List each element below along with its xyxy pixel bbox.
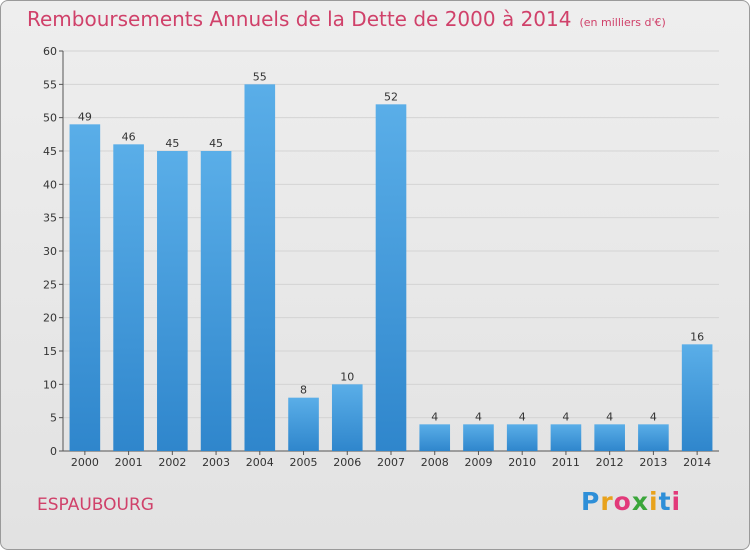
y-tick-label: 5 (50, 412, 57, 425)
bars (69, 84, 713, 452)
chart-title-text: Remboursements Annuels de la Dette de 20… (27, 7, 572, 31)
data-label-2013: 4 (650, 410, 657, 423)
x-tick-label-2013: 2013 (639, 456, 667, 469)
x-tick-label-2002: 2002 (158, 456, 186, 469)
y-tick-label: 40 (43, 178, 57, 191)
x-tick-label-2011: 2011 (552, 456, 580, 469)
x-tick-label-2000: 2000 (71, 456, 99, 469)
bar-2010 (506, 424, 538, 451)
bar-2007 (375, 104, 407, 451)
data-label-2014: 16 (690, 330, 704, 343)
x-tick-label-2001: 2001 (115, 456, 143, 469)
y-tick-label: 50 (43, 112, 57, 125)
data-label-2005: 8 (300, 384, 307, 397)
proxiti-logo: Proxiti (581, 487, 681, 516)
y-tick-label: 15 (43, 345, 57, 358)
y-tick-label: 55 (43, 78, 57, 91)
data-labels: 49 46 45 45 55 8 10 52 4 4 4 4 4 4 16 (78, 70, 704, 423)
data-label-2008: 4 (431, 410, 438, 423)
bar-2013 (638, 424, 669, 451)
x-tick-label-2010: 2010 (508, 456, 536, 469)
y-tick-label: 35 (43, 212, 57, 225)
logo-letter: t (658, 487, 672, 516)
bar-2011 (550, 424, 582, 451)
x-tick-label-2003: 2003 (202, 456, 230, 469)
logo-letter: r (600, 487, 614, 516)
bar-2006 (331, 384, 363, 451)
data-label-2006: 10 (340, 370, 354, 383)
logo-letter: x (631, 487, 649, 516)
data-label-2011: 4 (562, 410, 569, 423)
chart-title: Remboursements Annuels de la Dette de 20… (27, 7, 666, 31)
data-label-2007: 52 (384, 90, 398, 103)
x-tick-label-2008: 2008 (421, 456, 449, 469)
data-label-2012: 4 (606, 410, 613, 423)
chart-unit: (en milliers d'€) (579, 16, 666, 29)
bar-2002 (157, 151, 188, 451)
y-tick-label: 25 (43, 278, 57, 291)
y-tick-label: 20 (43, 312, 57, 325)
y-tick-label: 45 (43, 145, 57, 158)
logo-letter: o (613, 487, 632, 516)
bar-2003 (200, 151, 232, 451)
bar-2012 (594, 424, 625, 451)
data-label-2001: 46 (122, 130, 136, 143)
x-tick-label-2012: 2012 (596, 456, 624, 469)
bar-2008 (419, 424, 451, 451)
data-label-2009: 4 (475, 410, 482, 423)
y-tick-label: 60 (43, 45, 57, 58)
logo-letter: i (671, 487, 682, 516)
bar-2014 (681, 344, 713, 451)
x-tick-label-2014: 2014 (683, 456, 711, 469)
x-tick-label-2009: 2009 (464, 456, 492, 469)
y-tick-label: 30 (43, 245, 57, 258)
y-tick-label: 0 (50, 445, 57, 458)
axes: 0 5 10 15 20 25 30 35 40 45 50 55 60 2000 2001 2002 2003… (43, 45, 719, 469)
data-label-2002: 45 (165, 137, 179, 150)
data-label-2000: 49 (78, 110, 92, 123)
x-tick-label-2006: 2006 (333, 456, 361, 469)
bar-2000 (69, 124, 101, 451)
location-label: ESPAUBOURG (37, 495, 154, 515)
x-tick-label-2007: 2007 (377, 456, 405, 469)
data-label-2003: 45 (209, 137, 223, 150)
bar-2005 (288, 397, 319, 451)
x-tick-label-2004: 2004 (246, 456, 274, 469)
x-tick-label-2005: 2005 (290, 456, 318, 469)
data-label-2004: 55 (253, 70, 267, 83)
logo-letter: P (581, 487, 601, 516)
bar-2001 (113, 144, 144, 452)
logo-letter: i (649, 487, 659, 516)
data-label-2010: 4 (519, 410, 526, 423)
y-tick-label: 10 (43, 378, 57, 391)
bar-2009 (463, 424, 494, 451)
bar-2004 (244, 84, 276, 451)
